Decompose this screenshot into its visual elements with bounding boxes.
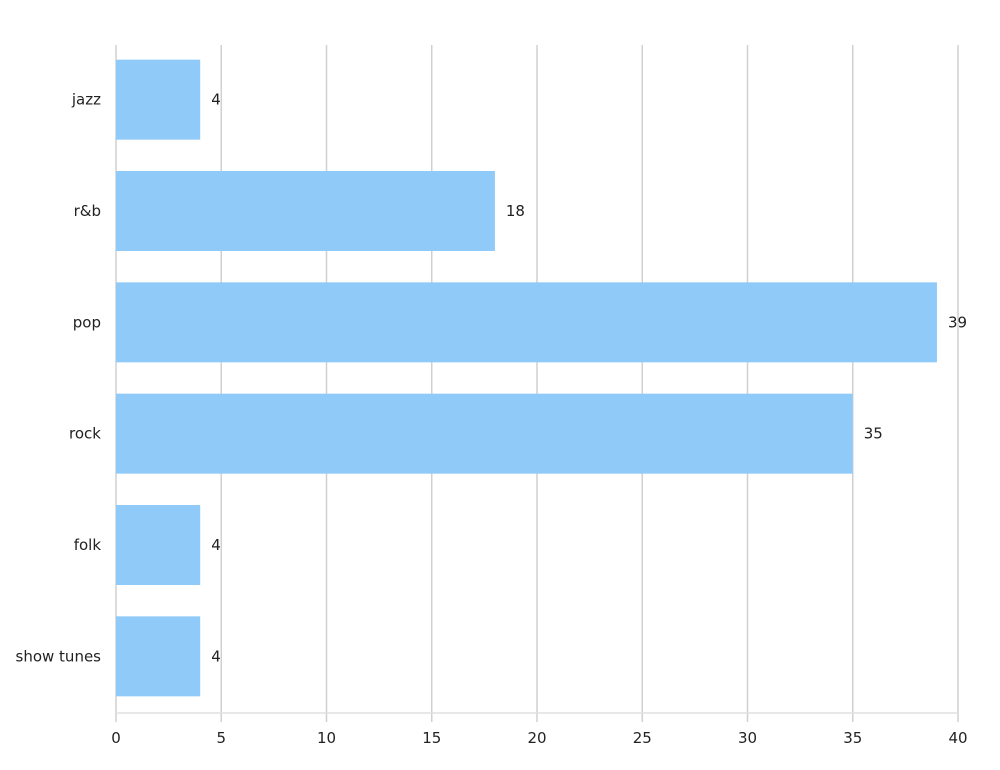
x-tick-label: 5 (216, 729, 226, 747)
x-tick-label: 15 (422, 729, 441, 747)
y-category-label: pop (73, 313, 101, 331)
data-label: 39 (948, 313, 967, 331)
x-tick-label: 20 (527, 729, 546, 747)
bar-rock (116, 393, 853, 474)
bar-r-b (116, 171, 495, 251)
x-tick-label: 10 (317, 729, 336, 747)
x-tick-label: 0 (111, 729, 121, 747)
data-label: 35 (864, 425, 883, 443)
y-category-label: show tunes (16, 647, 102, 665)
x-tick-label: 40 (948, 729, 967, 747)
data-label: 4 (211, 647, 221, 665)
bar-pop (116, 282, 937, 363)
bar-jazz (116, 59, 201, 140)
bar-folk (116, 505, 201, 585)
data-label: 4 (211, 91, 221, 109)
x-tick-label: 35 (843, 729, 862, 747)
data-label: 4 (211, 536, 221, 554)
x-tick-label: 25 (633, 729, 652, 747)
bar-show-tunes (116, 616, 201, 697)
y-category-label: rock (69, 425, 101, 443)
y-category-label: r&b (74, 202, 101, 220)
data-label: 18 (506, 202, 525, 220)
y-category-label: jazz (71, 91, 101, 109)
x-tick-label: 30 (738, 729, 757, 747)
y-category-label: folk (74, 536, 102, 554)
